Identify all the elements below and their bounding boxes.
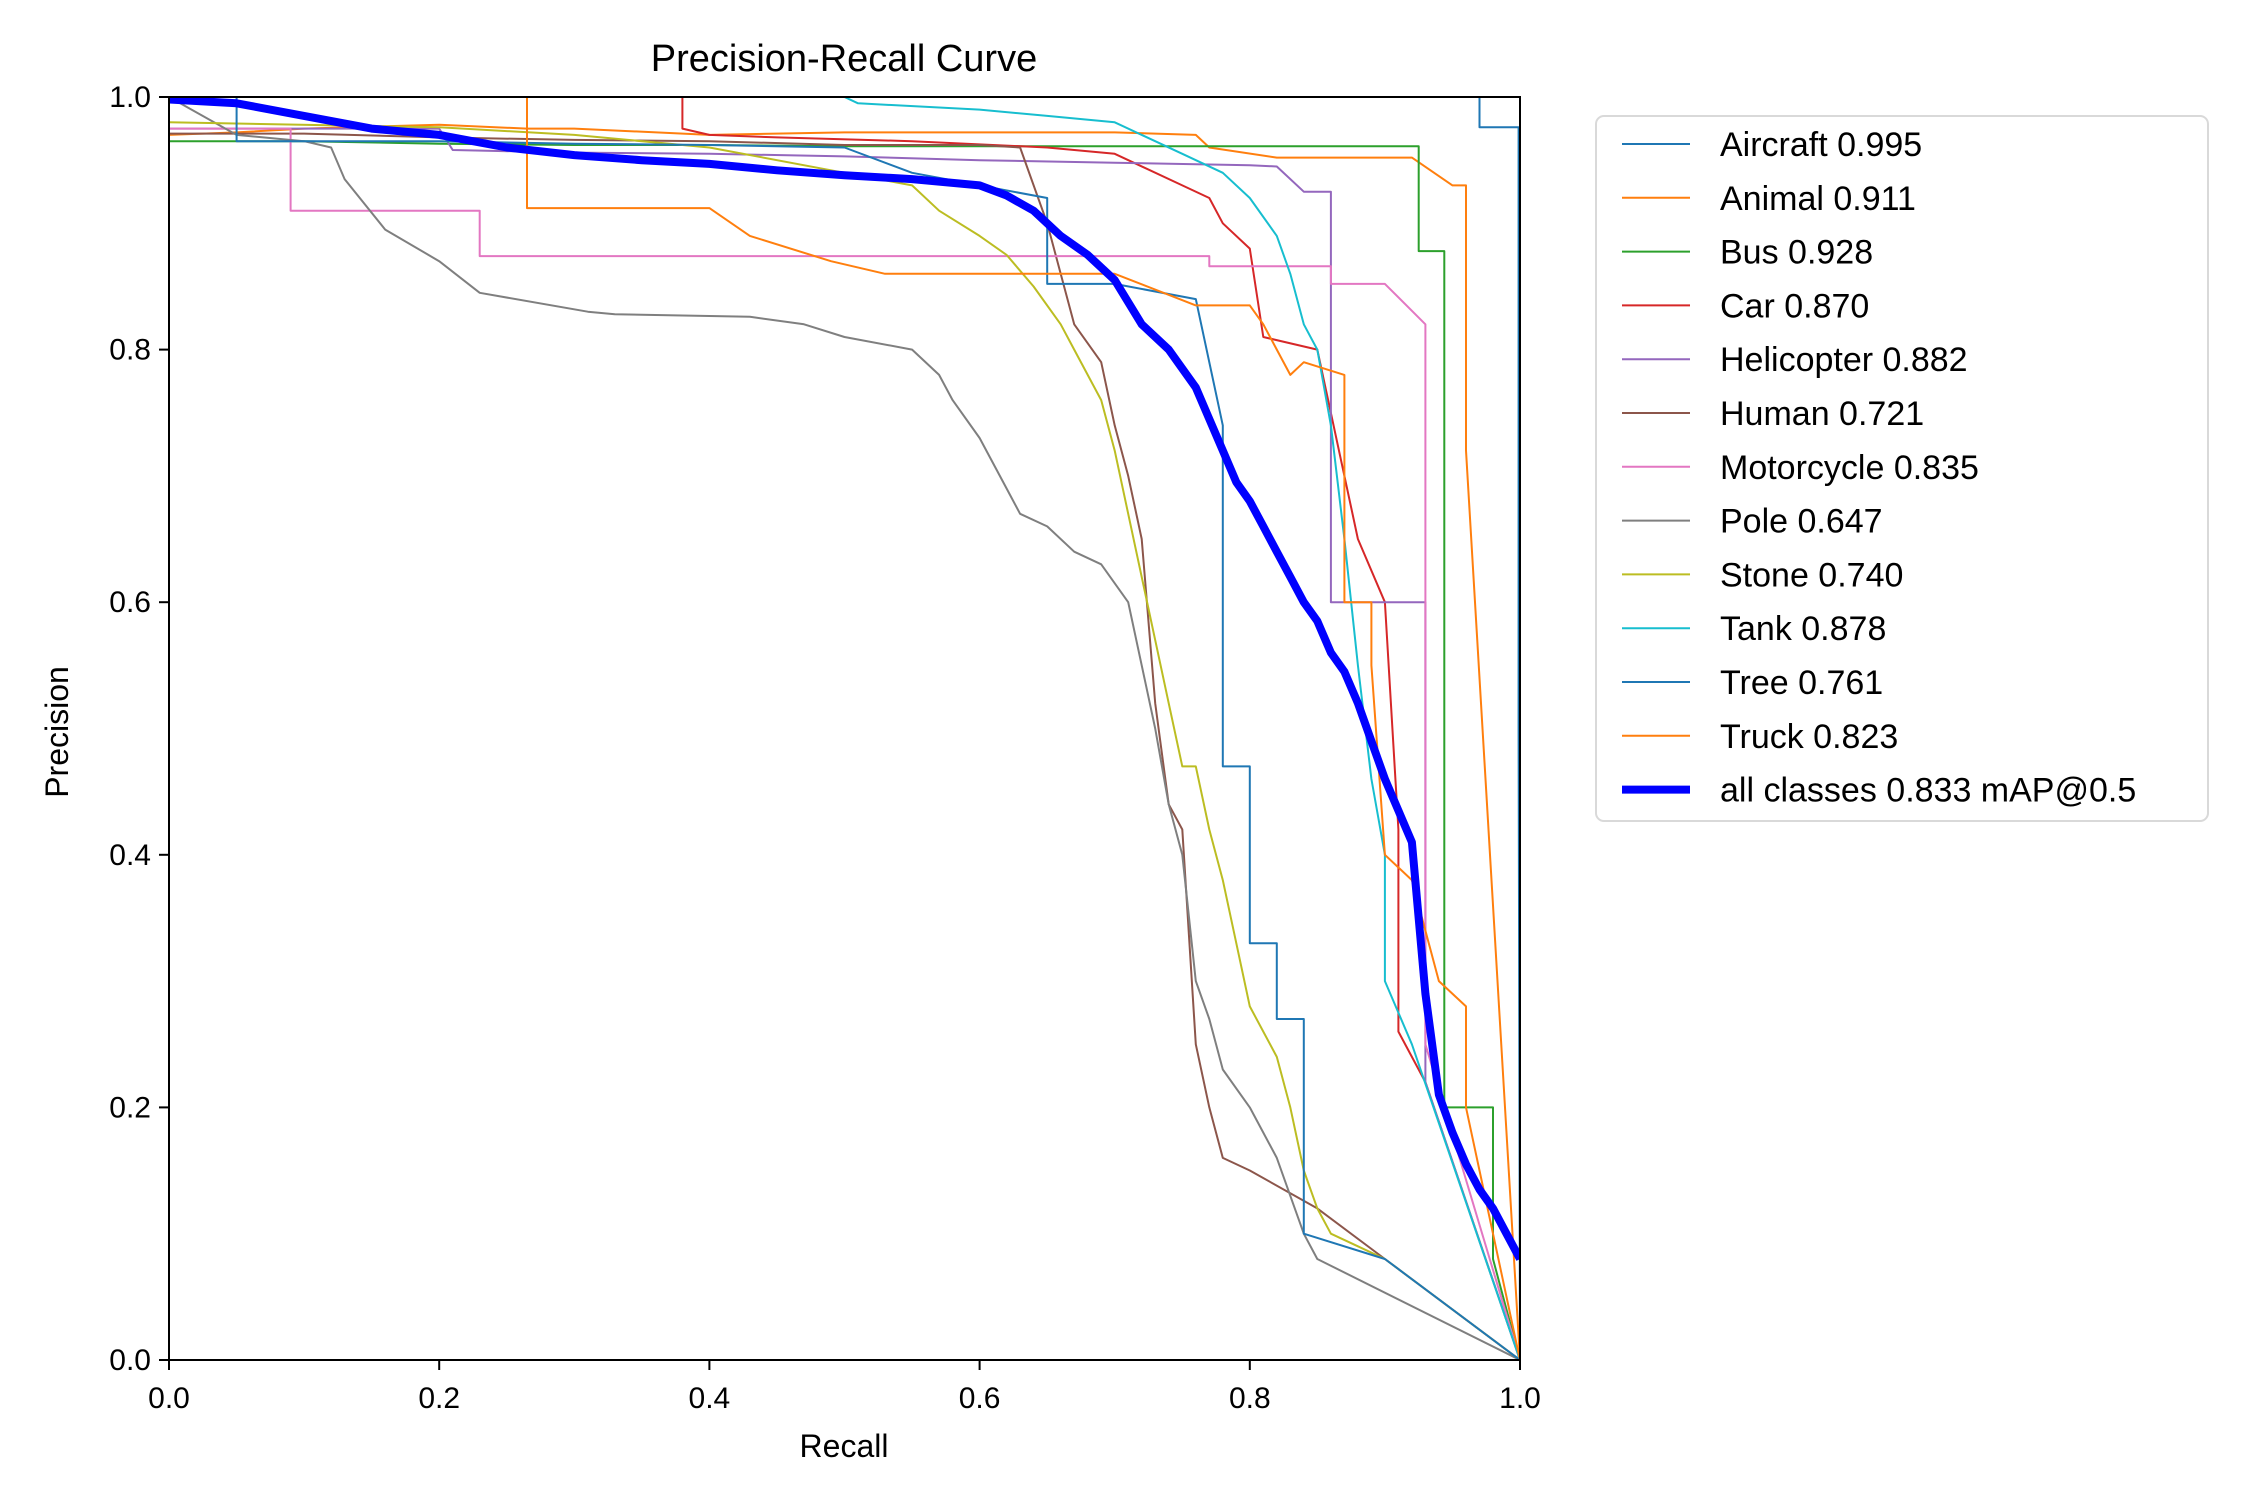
legend-entry-0: Aircraft 0.995 <box>1720 126 1922 164</box>
legend-entry-2: Bus 0.928 <box>1720 234 1873 272</box>
y-tick-label: 0.4 <box>109 839 151 872</box>
y-axis: 0.0 0.2 0.4 0.6 0.8 1.0 <box>109 81 169 1377</box>
x-axis-label: Recall <box>800 1428 889 1464</box>
legend-entry-4: Helicopter 0.882 <box>1720 341 1968 379</box>
x-tick-label: 0.8 <box>1229 1382 1271 1415</box>
series-line-5 <box>169 132 1520 1360</box>
legend-entry-7: Pole 0.647 <box>1720 503 1883 541</box>
series-line-9 <box>169 97 1520 1360</box>
y-tick-label: 0.6 <box>109 586 151 619</box>
x-tick-label: 0.2 <box>418 1382 460 1415</box>
series-layer <box>169 97 1520 1360</box>
x-tick-label: 1.0 <box>1499 1382 1541 1415</box>
series-line-2 <box>169 140 1520 1360</box>
y-axis-label: Precision <box>39 666 75 798</box>
legend-entry-6: Motorcycle 0.835 <box>1720 449 1979 487</box>
chart-title: Precision-Recall Curve <box>651 38 1037 80</box>
y-tick-label: 1.0 <box>109 81 151 114</box>
x-tick-label: 0.0 <box>148 1382 190 1415</box>
legend-entry-12: all classes 0.833 mAP@0.5 <box>1720 772 2136 810</box>
series-line-12 <box>169 97 1520 1261</box>
legend-entry-5: Human 0.721 <box>1720 395 1924 433</box>
legend-box <box>1595 115 2209 822</box>
legend-entry-10: Tree 0.761 <box>1720 664 1883 702</box>
y-tick-label: 0.2 <box>109 1091 151 1124</box>
series-line-3 <box>169 97 1520 1360</box>
legend-entry-11: Truck 0.823 <box>1720 718 1898 756</box>
series-line-8 <box>169 121 1520 1360</box>
legend-entry-1: Animal 0.911 <box>1720 180 1916 218</box>
plot-frame <box>168 96 1521 1361</box>
legend-entry-8: Stone 0.740 <box>1720 556 1903 594</box>
y-tick-label: 0.8 <box>109 334 151 367</box>
legend-entry-9: Tank 0.878 <box>1720 610 1886 648</box>
legend-entry-3: Car 0.870 <box>1720 287 1869 325</box>
x-tick-label: 0.6 <box>959 1382 1001 1415</box>
x-axis: 0.0 0.2 0.4 0.6 0.8 1.0 <box>148 1360 1541 1415</box>
y-tick-label: 0.0 <box>109 1344 151 1377</box>
series-line-1 <box>169 123 1520 1360</box>
legend: Aircraft 0.995 Animal 0.911 Bus 0.928 Car 0… <box>1595 115 2209 822</box>
series-line-6 <box>169 127 1520 1360</box>
x-tick-label: 0.4 <box>689 1382 731 1415</box>
series-line-0 <box>169 97 1520 1360</box>
series-line-7 <box>169 97 1520 1360</box>
series-line-11 <box>169 97 1520 1360</box>
